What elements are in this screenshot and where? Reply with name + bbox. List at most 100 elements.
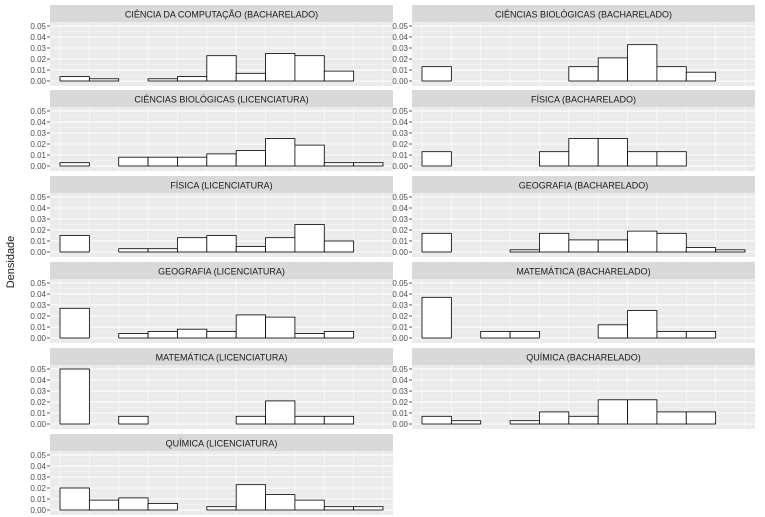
y-tick-label: 0.05 [392,279,408,288]
histogram-bar [323,162,355,167]
histogram-bar [206,330,237,339]
y-tick-label: 0.00 [30,162,46,171]
facet-title: QUÍMICA (LICENCIATURA) [166,439,278,449]
y-tick-label: 0.01 [30,66,46,75]
histogram-bar [568,138,599,167]
histogram-bar [59,368,90,425]
y-tick-label: 0.00 [30,506,46,515]
y-tick-label: 0.01 [392,151,408,160]
histogram-bar [206,153,237,167]
histogram-bar [59,76,90,82]
y-tick-label: 0.04 [392,290,408,299]
histogram-bar [206,235,237,253]
y-tick-label: 0.04 [30,33,46,42]
facet-strip [50,176,393,193]
histogram-bar [421,66,452,82]
y-tick-label: 0.05 [392,22,408,31]
y-tick-label: 0.01 [30,151,46,160]
facet-panel: FÍSICA (BACHARELADO) 0.00 0.01 0.02 0.03 0.04… [392,90,755,171]
histogram-bar [597,57,628,82]
y-tick-label: 0.03 [30,473,46,482]
y-tick-label: 0.05 [30,365,46,374]
histogram-bar [421,232,452,253]
y-tick-label: 0.02 [30,140,46,149]
histogram-bar [421,415,452,425]
y-tick-label: 0.01 [30,495,46,504]
y-tick-label: 0.05 [392,193,408,202]
histogram-bar [480,330,511,339]
y-tick-label: 0.05 [30,22,46,31]
histogram-bar [627,310,658,339]
histogram-bar [627,399,658,425]
facet-strip [412,176,755,193]
y-tick-label: 0.04 [30,204,46,213]
histogram-bar [539,411,570,425]
facet-strip [412,262,755,279]
y-tick-label: 0.01 [392,237,408,246]
y-tick-label: 0.01 [30,237,46,246]
histogram-bar [235,415,266,425]
histogram-bar [509,249,540,253]
facet-title: MATEMÁTICA (LICENCIATURA) [156,353,288,363]
histogram-bar [294,55,325,82]
y-tick-label: 0.04 [30,376,46,385]
histogram-bar [118,156,149,167]
facet-title: QUÍMICA (BACHARELADO) [526,353,641,363]
facet-panel: MATEMÁTICA (LICENCIATURA) 0.00 0.01 0.02 0.0… [30,348,393,429]
y-tick-label: 0.03 [30,129,46,138]
histogram-bar [265,138,296,167]
histogram-bar [206,55,237,82]
histogram-bar [353,506,384,511]
y-tick-label: 0.04 [392,33,408,42]
histogram-bar [265,400,296,425]
histogram-bar [88,499,120,511]
y-tick-label: 0.04 [392,118,408,127]
facet-title: MATEMÁTICA (BACHARELADO) [516,267,650,277]
y-tick-label: 0.03 [392,387,408,396]
y-tick-label: 0.03 [30,44,46,53]
facet-panels: CIÊNCIA DA COMPUTAÇÃO (BACHARELADO) 0.00 0… [30,5,755,515]
histogram-bar [627,151,658,167]
histogram-bar [597,399,628,425]
histogram-bar [294,499,325,511]
y-tick-label: 0.03 [392,301,408,310]
histogram-bar [147,78,178,82]
y-tick-label: 0.00 [30,77,46,86]
histogram-bar [294,415,325,425]
facet-strip [50,434,393,451]
y-tick-label: 0.01 [392,409,408,418]
facet-panel: CIÊNCIAS BIOLÓGICAS (LICENCIATURA) 0.00 0.… [30,90,393,171]
histogram-bar [235,150,266,167]
y-tick-label: 0.05 [30,279,46,288]
histogram-bar [294,224,325,253]
histogram-bar [118,248,149,253]
y-tick-label: 0.00 [392,162,408,171]
facet-strip [412,5,755,22]
histogram-bar [656,232,687,253]
histogram-bar [59,487,90,511]
histogram-bar [294,144,325,167]
histogram-bar [353,162,384,167]
histogram-bar [118,333,149,339]
y-tick-label: 0.02 [30,312,46,321]
histogram-bar [235,314,266,339]
y-tick-label: 0.01 [392,66,408,75]
histogram-bar [88,78,120,82]
y-tick-label: 0.03 [30,387,46,396]
y-tick-label: 0.04 [30,462,46,471]
histogram-bar [147,248,178,253]
histogram-bar [265,316,296,339]
facet-title: GEOGRAFIA (LICENCIATURA) [158,267,285,277]
y-tick-label: 0.02 [392,55,408,64]
histogram-bar [323,70,355,82]
histogram-bar [685,71,717,82]
facet-title: CIÊNCIAS BIOLÓGICAS (LICENCIATURA) [134,95,308,105]
y-tick-label: 0.04 [392,376,408,385]
histogram-bar [509,420,540,425]
histogram-bar [177,328,208,339]
y-tick-label: 0.02 [392,140,408,149]
y-tick-label: 0.00 [30,248,46,257]
y-tick-label: 0.00 [392,334,408,343]
histogram-bar [597,239,628,253]
